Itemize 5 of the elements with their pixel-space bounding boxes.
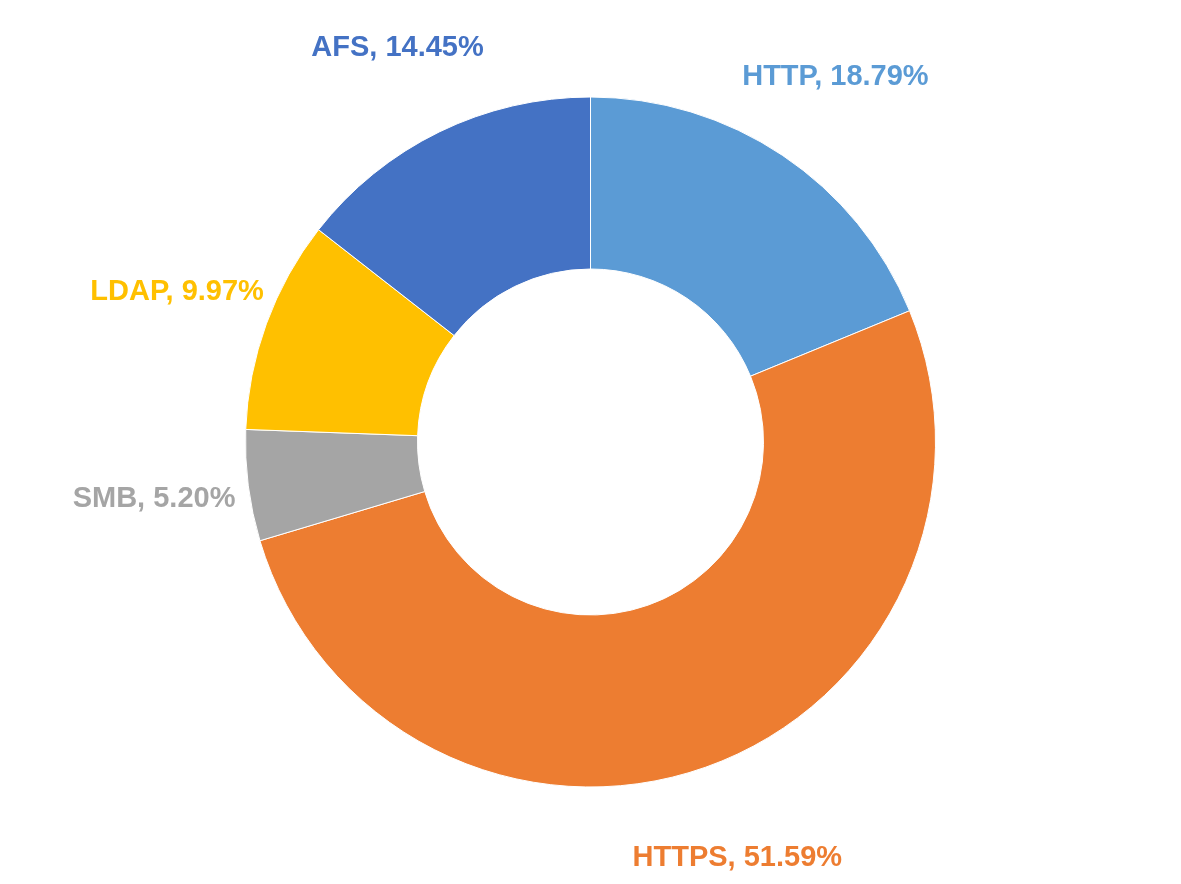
slice-label: HTTPS, 51.59% [632, 839, 843, 872]
slice-label: AFS, 14.45% [311, 29, 484, 62]
slice-label: SMB, 5.20% [72, 480, 236, 513]
slice-label: HTTP, 18.79% [742, 59, 929, 92]
slice-label: LDAP, 9.97% [90, 274, 265, 307]
